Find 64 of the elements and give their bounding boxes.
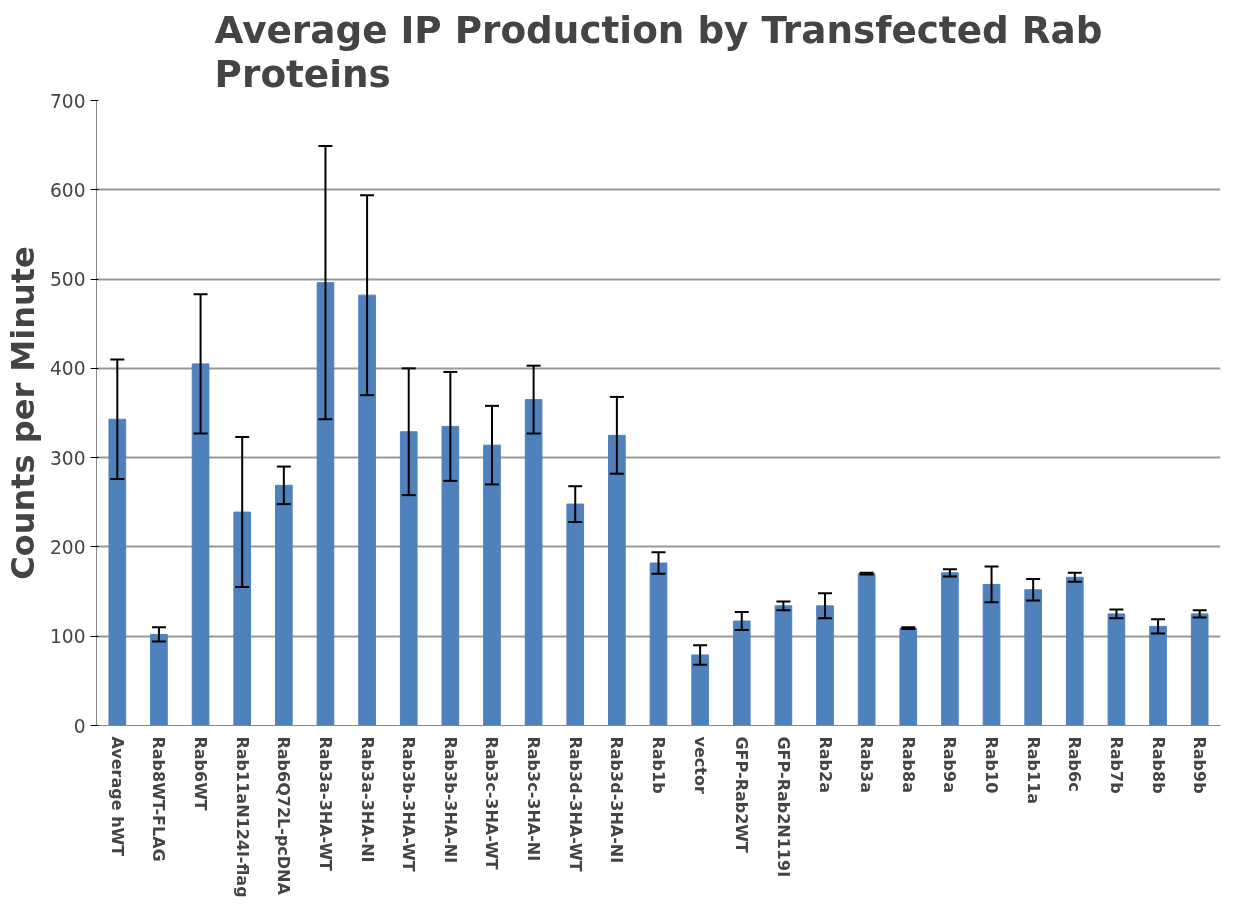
x-tick-label: Rab8b	[1148, 736, 1168, 794]
x-tick-label: Rab10	[982, 736, 1002, 794]
x-tick-label: vector	[690, 736, 710, 794]
bar	[316, 282, 335, 726]
y-tick-label: 100	[49, 626, 86, 648]
x-tick-label: Rab3a	[857, 736, 877, 793]
bar	[191, 363, 210, 726]
bar	[691, 654, 709, 726]
y-tick-label: 500	[49, 269, 86, 291]
bar	[233, 511, 252, 726]
x-tick-label: Rab7b	[1106, 736, 1126, 794]
x-tick-label: Rab6WT	[191, 736, 211, 811]
x-tick-label: Rab11a	[1023, 736, 1043, 805]
bar	[566, 503, 585, 726]
bar	[732, 620, 751, 726]
x-tick-label: Rab11aN124I-flag	[232, 736, 252, 898]
bar	[1190, 613, 1209, 726]
bar	[857, 573, 876, 726]
x-tick-label: Rab6c	[1065, 736, 1085, 792]
x-tick-label: Rab3b-3HA-WT	[399, 736, 419, 872]
bar	[816, 605, 834, 726]
bar	[275, 484, 293, 726]
y-tick-label: 200	[49, 536, 86, 558]
x-tick-label: Rab3c-3HA-NI	[524, 736, 544, 862]
y-axis-title: Counts per Minute	[3, 246, 42, 580]
x-tick-label: GFP-Rab2N119I	[773, 736, 793, 878]
y-tick-label: 300	[49, 447, 86, 469]
x-tick-label: Average hWT	[107, 736, 127, 857]
bar	[1065, 576, 1084, 726]
x-tick-label: Rab3a-3HA-NI	[357, 736, 377, 863]
x-tick-label: Rab3d-3HA-NI	[607, 736, 627, 864]
bar	[1024, 589, 1042, 726]
bar	[982, 583, 1001, 726]
x-tick-label: Rab8a	[898, 736, 918, 793]
x-tick-label: GFP-Rab2WT	[732, 736, 752, 853]
x-tick-label: Rab1b	[649, 736, 668, 794]
bar	[483, 444, 501, 726]
chart-title: Average IP Production by Transfected Rab Proteins	[214, 7, 1103, 96]
bar	[108, 418, 127, 726]
x-tick-label: Rab3c-3HA-WT	[482, 736, 502, 870]
bar	[441, 425, 460, 726]
bar	[524, 399, 543, 726]
x-tick-label: Rab6Q72L-pcDNA	[274, 736, 294, 896]
bar	[1107, 613, 1126, 726]
bar	[941, 572, 959, 726]
bar	[608, 434, 626, 726]
bar	[649, 562, 668, 726]
y-tick-label: 400	[49, 358, 86, 380]
x-tick-label: Rab3b-3HA-NI	[440, 736, 460, 864]
x-tick-label: Rab3d-3HA-WT	[565, 736, 585, 872]
bar	[774, 605, 793, 726]
x-tick-label: Rab8WT-FLAG	[149, 736, 169, 862]
y-tick-label: 600	[49, 179, 86, 201]
x-tick-label: Rab9b	[1190, 736, 1210, 794]
bar	[358, 294, 376, 726]
y-tick-label: 700	[49, 90, 86, 112]
bar	[399, 431, 418, 726]
x-tick-label: Rab2a	[815, 736, 835, 793]
y-tick-label: 0	[73, 715, 86, 737]
bar	[899, 627, 918, 726]
bar	[1149, 625, 1167, 726]
x-tick-label: Rab3a-3HA-WT	[315, 736, 335, 872]
bar	[150, 633, 168, 726]
x-tick-label: Rab9a	[940, 736, 960, 793]
